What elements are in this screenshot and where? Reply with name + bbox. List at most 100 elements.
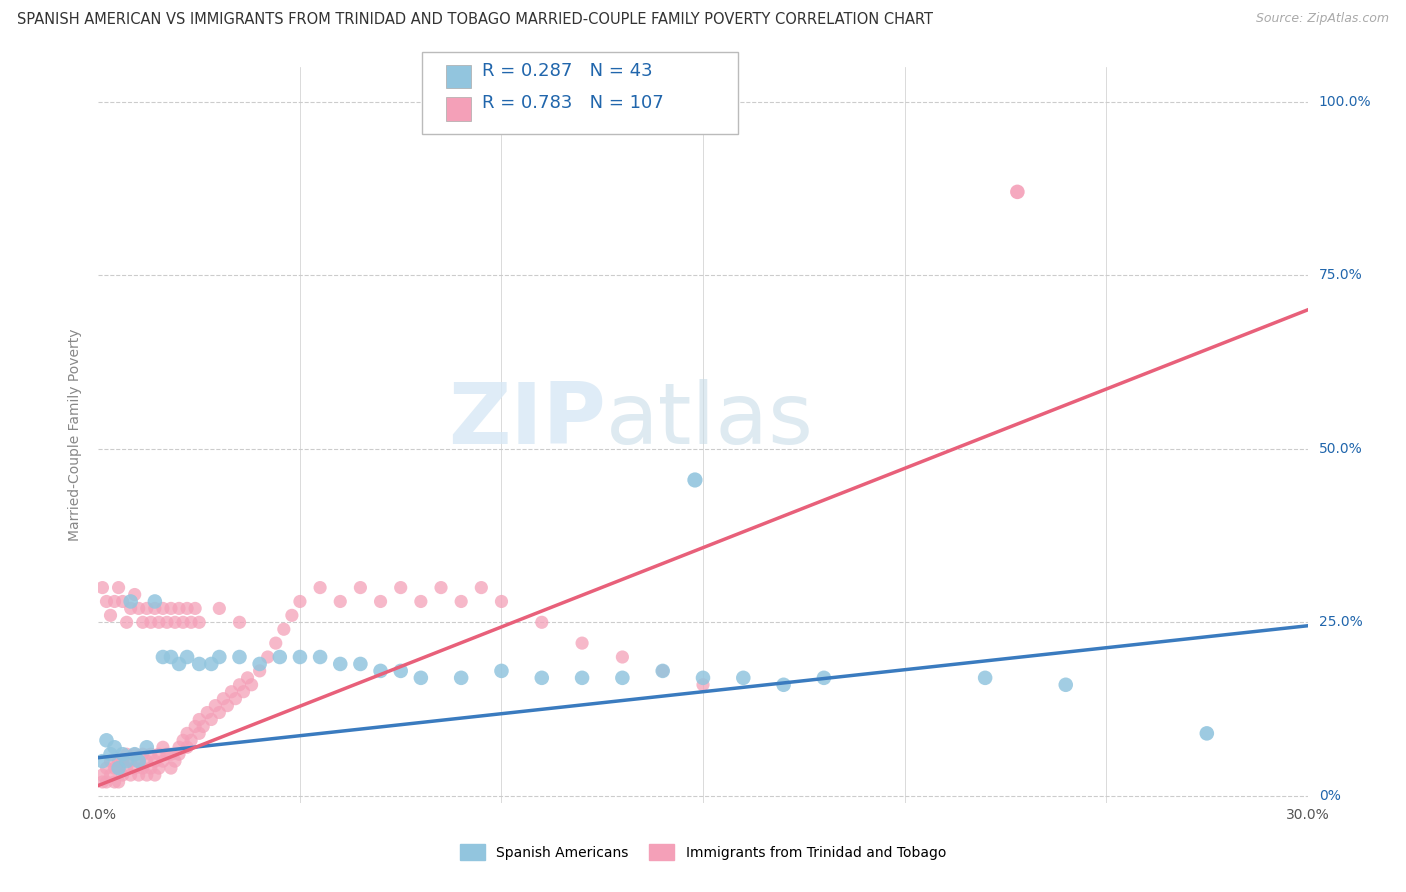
Point: [160, 747, 183, 762]
Point: [530, 671, 553, 685]
Y-axis label: Married-Couple Family Poverty: Married-Couple Family Poverty: [69, 328, 83, 541]
Point: [91, 581, 114, 595]
Point: [208, 650, 231, 665]
Point: [651, 664, 673, 678]
Point: [107, 581, 129, 595]
Point: [152, 754, 174, 768]
Point: [221, 684, 243, 698]
Point: [152, 740, 174, 755]
Point: [115, 747, 138, 762]
Point: [269, 650, 291, 665]
Point: [100, 608, 122, 623]
Point: [692, 671, 714, 685]
Point: [160, 761, 183, 775]
Point: [188, 726, 211, 740]
Point: [91, 775, 114, 789]
Point: [111, 768, 134, 782]
Point: [152, 601, 174, 615]
Point: [107, 754, 129, 768]
Text: Source: ZipAtlas.com: Source: ZipAtlas.com: [1256, 12, 1389, 25]
Point: [143, 601, 166, 615]
Point: [120, 754, 142, 768]
Point: [772, 678, 794, 692]
Point: [683, 473, 706, 487]
Point: [176, 650, 198, 665]
Point: [120, 601, 142, 615]
Text: 25.0%: 25.0%: [1319, 615, 1362, 629]
Point: [167, 740, 190, 755]
Point: [256, 650, 278, 665]
Point: [96, 761, 118, 775]
Point: [491, 664, 513, 678]
Text: 75.0%: 75.0%: [1319, 268, 1362, 282]
Point: [200, 657, 222, 671]
Point: [128, 601, 150, 615]
Point: [115, 754, 138, 768]
Point: [163, 615, 186, 630]
Point: [264, 636, 287, 650]
Point: [188, 713, 211, 727]
Point: [124, 588, 146, 602]
Point: [96, 594, 118, 608]
Point: [430, 581, 453, 595]
Point: [974, 671, 997, 685]
Point: [249, 664, 271, 678]
Point: [167, 657, 190, 671]
Point: [120, 594, 142, 608]
Point: [288, 650, 311, 665]
Point: [281, 608, 304, 623]
Point: [132, 761, 155, 775]
Point: [163, 754, 186, 768]
Point: [132, 747, 155, 762]
Point: [176, 740, 198, 755]
Point: [167, 747, 190, 762]
Point: [208, 601, 231, 615]
Point: [612, 650, 634, 665]
Point: [148, 761, 170, 775]
Point: [208, 706, 231, 720]
Point: [124, 747, 146, 762]
Point: [135, 601, 157, 615]
Point: [135, 740, 157, 755]
Point: [228, 678, 250, 692]
Point: [232, 684, 254, 698]
Point: [273, 622, 295, 636]
Point: [813, 671, 835, 685]
Point: [530, 615, 553, 630]
Point: [124, 747, 146, 762]
Point: [156, 615, 179, 630]
Point: [132, 615, 155, 630]
Point: [329, 657, 352, 671]
Point: [152, 650, 174, 665]
Point: [96, 775, 118, 789]
Point: [184, 601, 207, 615]
Point: [1054, 678, 1077, 692]
Text: 0%: 0%: [1319, 789, 1340, 803]
Point: [228, 650, 250, 665]
Point: [571, 636, 593, 650]
Point: [139, 747, 162, 762]
Point: [111, 747, 134, 762]
Point: [389, 664, 412, 678]
Point: [103, 594, 125, 608]
Point: [91, 768, 114, 782]
Point: [172, 733, 194, 747]
Point: [195, 706, 218, 720]
Point: [188, 615, 211, 630]
Point: [370, 594, 392, 608]
Point: [409, 594, 432, 608]
Point: [389, 581, 412, 595]
Point: [135, 754, 157, 768]
Point: [100, 768, 122, 782]
Text: ZIP: ZIP: [449, 378, 606, 462]
Legend: Spanish Americans, Immigrants from Trinidad and Tobago: Spanish Americans, Immigrants from Trini…: [454, 838, 952, 866]
Point: [188, 657, 211, 671]
Text: atlas: atlas: [606, 378, 814, 462]
Point: [193, 719, 215, 733]
Point: [180, 733, 202, 747]
Point: [212, 691, 235, 706]
Point: [143, 768, 166, 782]
Point: [204, 698, 226, 713]
Text: SPANISH AMERICAN VS IMMIGRANTS FROM TRINIDAD AND TOBAGO MARRIED-COUPLE FAMILY PO: SPANISH AMERICAN VS IMMIGRANTS FROM TRIN…: [17, 12, 932, 27]
Point: [733, 671, 755, 685]
